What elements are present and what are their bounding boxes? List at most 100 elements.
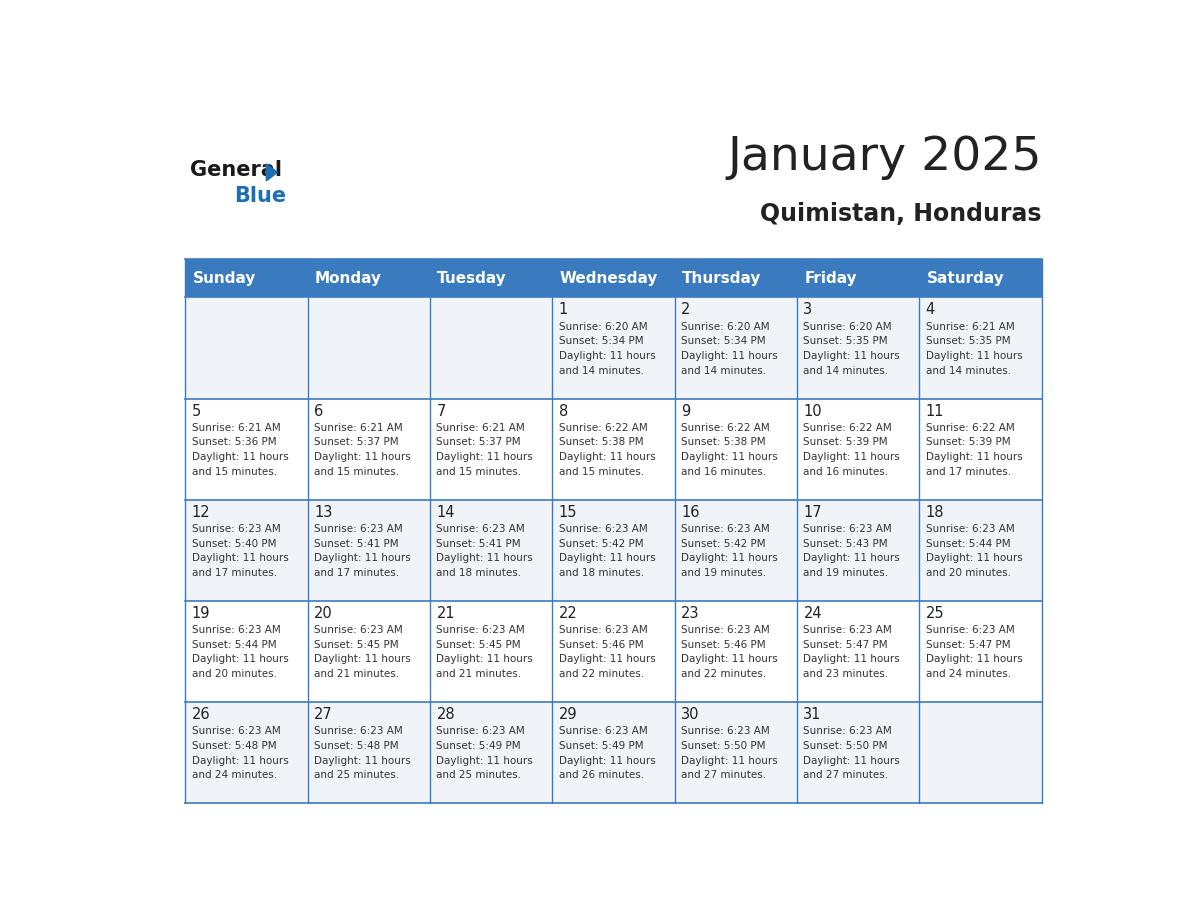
Text: and 21 minutes.: and 21 minutes.: [314, 669, 399, 679]
Text: Sunrise: 6:21 AM: Sunrise: 6:21 AM: [191, 422, 280, 432]
Text: Sunset: 5:39 PM: Sunset: 5:39 PM: [803, 438, 887, 447]
Text: and 18 minutes.: and 18 minutes.: [436, 568, 522, 578]
Text: Daylight: 11 hours: Daylight: 11 hours: [436, 554, 533, 564]
Text: Daylight: 11 hours: Daylight: 11 hours: [925, 352, 1023, 361]
Text: Daylight: 11 hours: Daylight: 11 hours: [314, 554, 411, 564]
Text: Daylight: 11 hours: Daylight: 11 hours: [803, 453, 901, 463]
Text: Daylight: 11 hours: Daylight: 11 hours: [558, 453, 656, 463]
Text: Tuesday: Tuesday: [437, 271, 507, 285]
Text: Sunrise: 6:23 AM: Sunrise: 6:23 AM: [436, 625, 525, 634]
Text: Sunrise: 6:23 AM: Sunrise: 6:23 AM: [436, 726, 525, 736]
Text: Sunset: 5:41 PM: Sunset: 5:41 PM: [314, 539, 399, 549]
Text: 28: 28: [436, 707, 455, 722]
Bar: [675, 600, 797, 701]
Text: Sunrise: 6:23 AM: Sunrise: 6:23 AM: [925, 625, 1015, 634]
Text: 13: 13: [314, 505, 333, 520]
Text: Sunrise: 6:23 AM: Sunrise: 6:23 AM: [803, 523, 892, 533]
Bar: [552, 297, 675, 398]
Text: 11: 11: [925, 404, 944, 419]
Text: 3: 3: [803, 302, 813, 318]
Text: and 14 minutes.: and 14 minutes.: [925, 366, 1011, 376]
Bar: [185, 259, 1042, 297]
Text: Sunrise: 6:23 AM: Sunrise: 6:23 AM: [803, 625, 892, 634]
Text: 17: 17: [803, 505, 822, 520]
Text: 30: 30: [681, 707, 700, 722]
Bar: [308, 297, 430, 398]
Text: Sunrise: 6:23 AM: Sunrise: 6:23 AM: [681, 523, 770, 533]
Text: Daylight: 11 hours: Daylight: 11 hours: [803, 352, 901, 361]
Text: Sunrise: 6:21 AM: Sunrise: 6:21 AM: [314, 422, 403, 432]
Text: Sunset: 5:49 PM: Sunset: 5:49 PM: [436, 741, 522, 751]
Bar: [430, 701, 552, 803]
Text: Sunrise: 6:20 AM: Sunrise: 6:20 AM: [558, 321, 647, 331]
Text: Sunrise: 6:23 AM: Sunrise: 6:23 AM: [191, 523, 280, 533]
Text: Sunrise: 6:23 AM: Sunrise: 6:23 AM: [681, 726, 770, 736]
Text: 7: 7: [436, 404, 446, 419]
Text: Sunset: 5:36 PM: Sunset: 5:36 PM: [191, 438, 277, 447]
Text: and 22 minutes.: and 22 minutes.: [558, 669, 644, 679]
Text: Sunset: 5:47 PM: Sunset: 5:47 PM: [925, 640, 1010, 650]
Bar: [675, 701, 797, 803]
Text: and 16 minutes.: and 16 minutes.: [803, 467, 889, 477]
Text: Sunset: 5:47 PM: Sunset: 5:47 PM: [803, 640, 887, 650]
Bar: [308, 701, 430, 803]
Text: and 15 minutes.: and 15 minutes.: [558, 467, 644, 477]
Text: 19: 19: [191, 606, 210, 621]
Text: 29: 29: [558, 707, 577, 722]
Text: 12: 12: [191, 505, 210, 520]
Bar: [920, 701, 1042, 803]
Text: Daylight: 11 hours: Daylight: 11 hours: [314, 453, 411, 463]
Text: Wednesday: Wednesday: [560, 271, 658, 285]
Text: and 14 minutes.: and 14 minutes.: [558, 366, 644, 376]
Bar: [920, 398, 1042, 499]
Bar: [675, 398, 797, 499]
Bar: [185, 297, 308, 398]
Text: Sunset: 5:48 PM: Sunset: 5:48 PM: [191, 741, 277, 751]
Bar: [797, 701, 920, 803]
Text: Daylight: 11 hours: Daylight: 11 hours: [558, 655, 656, 665]
Text: 14: 14: [436, 505, 455, 520]
Text: Sunrise: 6:22 AM: Sunrise: 6:22 AM: [681, 422, 770, 432]
Text: Blue: Blue: [234, 186, 286, 207]
Text: Daylight: 11 hours: Daylight: 11 hours: [925, 554, 1023, 564]
Text: Sunset: 5:38 PM: Sunset: 5:38 PM: [558, 438, 644, 447]
Bar: [308, 499, 430, 600]
Text: and 26 minutes.: and 26 minutes.: [558, 770, 644, 780]
Text: and 14 minutes.: and 14 minutes.: [803, 366, 889, 376]
Text: Sunrise: 6:21 AM: Sunrise: 6:21 AM: [436, 422, 525, 432]
Text: Sunrise: 6:23 AM: Sunrise: 6:23 AM: [314, 625, 403, 634]
Text: and 24 minutes.: and 24 minutes.: [925, 669, 1011, 679]
Bar: [552, 600, 675, 701]
Text: Sunrise: 6:21 AM: Sunrise: 6:21 AM: [925, 321, 1015, 331]
Text: January 2025: January 2025: [727, 135, 1042, 180]
Text: General: General: [190, 161, 282, 180]
Text: Sunrise: 6:22 AM: Sunrise: 6:22 AM: [803, 422, 892, 432]
Text: 9: 9: [681, 404, 690, 419]
Text: 2: 2: [681, 302, 690, 318]
Text: Sunset: 5:35 PM: Sunset: 5:35 PM: [925, 336, 1010, 346]
Text: Sunrise: 6:23 AM: Sunrise: 6:23 AM: [314, 726, 403, 736]
Bar: [797, 398, 920, 499]
Text: Sunset: 5:34 PM: Sunset: 5:34 PM: [681, 336, 766, 346]
Text: and 27 minutes.: and 27 minutes.: [681, 770, 766, 780]
Text: and 20 minutes.: and 20 minutes.: [925, 568, 1011, 578]
Text: and 23 minutes.: and 23 minutes.: [803, 669, 889, 679]
Text: Daylight: 11 hours: Daylight: 11 hours: [925, 655, 1023, 665]
Text: 8: 8: [558, 404, 568, 419]
Text: and 27 minutes.: and 27 minutes.: [803, 770, 889, 780]
Text: Sunset: 5:45 PM: Sunset: 5:45 PM: [314, 640, 399, 650]
Text: Sunset: 5:46 PM: Sunset: 5:46 PM: [558, 640, 644, 650]
Text: 16: 16: [681, 505, 700, 520]
Text: Daylight: 11 hours: Daylight: 11 hours: [558, 756, 656, 766]
Text: Daylight: 11 hours: Daylight: 11 hours: [803, 756, 901, 766]
Text: 21: 21: [436, 606, 455, 621]
Text: 26: 26: [191, 707, 210, 722]
Bar: [308, 398, 430, 499]
Text: and 18 minutes.: and 18 minutes.: [558, 568, 644, 578]
Text: Sunrise: 6:23 AM: Sunrise: 6:23 AM: [191, 726, 280, 736]
Bar: [920, 499, 1042, 600]
Text: Daylight: 11 hours: Daylight: 11 hours: [436, 655, 533, 665]
Text: and 17 minutes.: and 17 minutes.: [191, 568, 277, 578]
Text: Sunset: 5:37 PM: Sunset: 5:37 PM: [436, 438, 522, 447]
Text: Saturday: Saturday: [927, 271, 1004, 285]
